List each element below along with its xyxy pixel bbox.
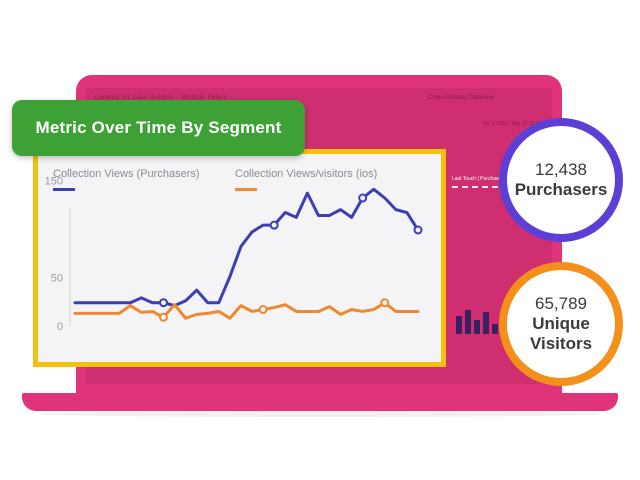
line-chart: 0 50 150 [45, 176, 423, 333]
mini-bar [492, 324, 498, 334]
mini-bar [483, 312, 489, 334]
purchasers-value: 12,438 [535, 160, 587, 179]
mini-bar [465, 310, 471, 334]
series-marker-0 [413, 225, 423, 235]
legend-label-purchasers: Collection Views (Purchasers) [53, 168, 200, 180]
series-marker-1 [258, 305, 268, 315]
visitors-label-2: Visitors [529, 334, 593, 353]
background-mini-bars [454, 304, 538, 334]
background-dash-line [452, 186, 538, 188]
series-line-0 [73, 187, 420, 308]
mini-bar [456, 316, 462, 334]
series-marker-0 [358, 193, 368, 203]
series-marker-1 [159, 312, 169, 322]
visitors-stat: 65,789 Unique Visitors [499, 262, 623, 386]
chart-title: Metric Over Time By Segment [35, 118, 282, 137]
y-tick-label: 150 [45, 176, 63, 188]
chart-panel: Collection Views (Purchasers) Collection… [33, 149, 446, 367]
y-tick-label: 0 [57, 321, 63, 333]
legend-label-visitors: Collection Views/visitors (ios) [235, 168, 378, 180]
visitors-value: 65,789 [535, 294, 587, 313]
background-window-dataview: Cross-Industry DataView [428, 95, 495, 101]
mini-bar [474, 320, 480, 334]
legend-swatch-purchasers [53, 188, 75, 191]
series-marker-1 [380, 298, 390, 308]
series-line-1 [73, 301, 420, 320]
legend-swatch-visitors [235, 188, 257, 191]
chart-title-badge: Metric Over Time By Segment [12, 100, 305, 156]
laptop-shadow [40, 411, 600, 417]
background-dash-label: Last Touch | Purchasers [452, 176, 506, 182]
purchasers-label: Purchasers [514, 180, 608, 199]
purchasers-stat: 12,438 Purchasers [499, 118, 623, 242]
series-marker-0 [269, 220, 279, 230]
background-window-title: Looking for Data Insights - Multiple Fil… [95, 95, 228, 101]
y-tick-label: 50 [51, 273, 63, 285]
visitors-label: Unique [532, 314, 590, 333]
laptop-base [22, 393, 618, 411]
background-date-range: Oct 1 2019 - Mar 15 2020 [483, 121, 540, 127]
series-marker-0 [159, 298, 169, 308]
